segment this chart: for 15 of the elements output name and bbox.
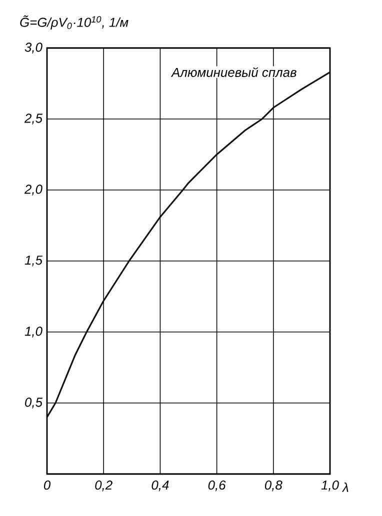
y-tick-label: 3,0 <box>24 42 42 54</box>
y-tick-label: 1,5 <box>24 256 43 266</box>
x-tick-label: 0,6 <box>208 480 226 492</box>
x-tick-label: 0 <box>44 480 50 490</box>
y-tick-label: 0,5 <box>25 398 43 408</box>
x-tick-label: 1,0 <box>321 480 339 492</box>
y-axis-title: G̃=G/ρV$_{0}$·10$^{10}$, 1/м <box>20 15 128 30</box>
x-tick-label: 0,8 <box>264 480 282 492</box>
x-axis-title: λ <box>342 482 348 492</box>
y-tick-label: 2,0 <box>24 184 42 196</box>
series-label: Алюминиевый сплав <box>170 67 296 77</box>
x-tick-label: 0,4 <box>152 480 169 492</box>
y-tick-label: 1,0 <box>24 326 42 338</box>
y-tick-label: 2,5 <box>24 114 43 124</box>
x-tick-label: 0,2 <box>95 480 112 492</box>
